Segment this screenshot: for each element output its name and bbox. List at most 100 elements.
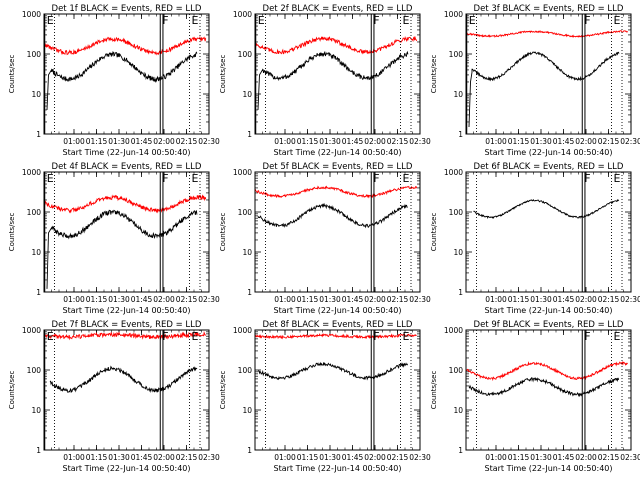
- x-tick-label: 01:30: [108, 137, 130, 146]
- y-axis-label: Counts/sec: [430, 371, 438, 410]
- y-tick-label: 10: [31, 248, 41, 257]
- x-axis-label: Start Time (22-Jun-14 00:50:40): [63, 306, 191, 315]
- y-axis-label: Counts/sec: [8, 371, 16, 410]
- y-tick-label: 100: [449, 366, 464, 375]
- x-tick-label: 02:30: [198, 137, 220, 146]
- y-tick-label: 100: [27, 366, 42, 375]
- panel-det5f: Det 5f BLACK = Events, RED = LLD Counts/s…: [219, 162, 431, 315]
- x-tick-label: 02:00: [575, 453, 597, 462]
- x-tick-label: 01:00: [274, 137, 296, 146]
- x-axis-label: Start Time (22-Jun-14 00:50:40): [485, 306, 613, 315]
- x-tick-label: 01:45: [553, 295, 575, 304]
- x-tick-label: 02:00: [153, 453, 175, 462]
- x-tick-label: 01:30: [530, 453, 552, 462]
- x-tick-label: 02:30: [620, 453, 640, 462]
- marker-label: F: [162, 172, 168, 185]
- marker-label: E: [47, 14, 54, 27]
- y-tick-label: 10: [31, 90, 41, 99]
- panel-det1f: Det 1f BLACK = Events, RED = LLD Counts/s…: [8, 4, 220, 157]
- y-tick-label: 100: [238, 208, 253, 217]
- x-tick-label: 02:15: [598, 453, 620, 462]
- x-tick-label: 01:30: [319, 453, 341, 462]
- x-tick-label: 01:15: [508, 137, 530, 146]
- series-events-black: [46, 209, 198, 289]
- panel-title: Det 2f BLACK = Events, RED = LLD: [263, 4, 413, 14]
- x-tick-label: 02:00: [364, 453, 386, 462]
- marker-label: E: [192, 330, 199, 343]
- panel-title: Det 3f BLACK = Events, RED = LLD: [474, 4, 624, 14]
- x-tick-label: 01:15: [297, 137, 319, 146]
- x-tick-label: 01:45: [342, 137, 364, 146]
- y-tick-label: 1: [458, 288, 463, 297]
- x-tick-label: 01:15: [508, 453, 530, 462]
- panel-title: Det 7f BLACK = Events, RED = LLD: [52, 320, 202, 330]
- y-tick-label: 100: [27, 208, 42, 217]
- series-lld-red: [43, 330, 207, 341]
- x-tick-label: 02:30: [198, 453, 220, 462]
- y-tick-label: 100: [238, 366, 253, 375]
- marker-label: E: [614, 330, 621, 343]
- y-tick-label: 10: [242, 90, 252, 99]
- series-lld-red: [254, 35, 418, 55]
- y-tick-label: 10: [31, 406, 41, 415]
- panel-title: Det 6f BLACK = Events, RED = LLD: [474, 162, 624, 172]
- marker-label: E: [47, 172, 54, 185]
- y-tick-label: 1: [458, 130, 463, 139]
- x-tick-label: 02:15: [176, 137, 198, 146]
- y-tick-label: 1: [36, 446, 41, 455]
- y-tick-label: 1: [458, 446, 463, 455]
- y-axis-label: Counts/sec: [219, 55, 227, 94]
- plot-frame: [465, 171, 632, 293]
- marker-label: F: [373, 330, 379, 343]
- x-axis-label: Start Time (22-Jun-14 00:50:40): [485, 464, 613, 473]
- x-tick-label: 02:15: [176, 453, 198, 462]
- series-events-black: [49, 365, 198, 393]
- y-tick-label: 10: [453, 406, 463, 415]
- panel-title: Det 9f BLACK = Events, RED = LLD: [474, 320, 624, 330]
- y-tick-label: 100: [238, 50, 253, 59]
- x-axis-label: Start Time (22-Jun-14 00:50:40): [485, 148, 613, 157]
- x-tick-label: 02:30: [409, 453, 431, 462]
- x-tick-label: 01:30: [530, 295, 552, 304]
- x-tick-label: 02:15: [598, 137, 620, 146]
- x-tick-label: 02:00: [364, 137, 386, 146]
- x-tick-label: 02:15: [387, 453, 409, 462]
- y-tick-label: 1000: [22, 326, 41, 335]
- x-tick-label: 02:00: [575, 137, 597, 146]
- x-tick-label: 02:15: [598, 295, 620, 304]
- plot-frame: [254, 13, 421, 135]
- panel-title: Det 5f BLACK = Events, RED = LLD: [263, 162, 413, 172]
- y-axis-label: Counts/sec: [219, 371, 227, 410]
- series-lld-red: [465, 360, 628, 382]
- marker-label: F: [162, 330, 168, 343]
- x-tick-label: 01:00: [274, 295, 296, 304]
- y-tick-label: 1000: [22, 168, 41, 177]
- x-tick-label: 01:30: [108, 295, 130, 304]
- series-events-black: [257, 202, 408, 229]
- panel-det2f: Det 2f BLACK = Events, RED = LLD Counts/s…: [219, 4, 431, 157]
- x-tick-label: 02:00: [153, 137, 175, 146]
- series-events-black: [473, 198, 620, 220]
- plot-frame: [465, 13, 632, 135]
- series-events-black: [46, 51, 198, 110]
- y-tick-label: 1000: [444, 10, 463, 19]
- x-tick-label: 01:45: [131, 453, 153, 462]
- marker-label: E: [614, 172, 621, 185]
- series-events-black: [468, 51, 620, 127]
- series-lld-red: [254, 333, 417, 340]
- y-tick-label: 1: [247, 130, 252, 139]
- marker-label: E: [403, 330, 410, 343]
- x-tick-label: 01:30: [530, 137, 552, 146]
- x-tick-label: 02:15: [387, 295, 409, 304]
- x-tick-label: 02:30: [198, 295, 220, 304]
- x-tick-label: 01:00: [485, 453, 507, 462]
- y-axis-label: Counts/sec: [219, 213, 227, 252]
- marker-label: E: [403, 172, 410, 185]
- series-lld-red: [43, 194, 207, 214]
- panel-det3f: Det 3f BLACK = Events, RED = LLD Counts/s…: [430, 4, 640, 157]
- x-tick-label: 02:30: [409, 137, 431, 146]
- marker-label: E: [258, 14, 265, 27]
- y-tick-label: 1000: [233, 168, 252, 177]
- series-events-black: [257, 361, 409, 381]
